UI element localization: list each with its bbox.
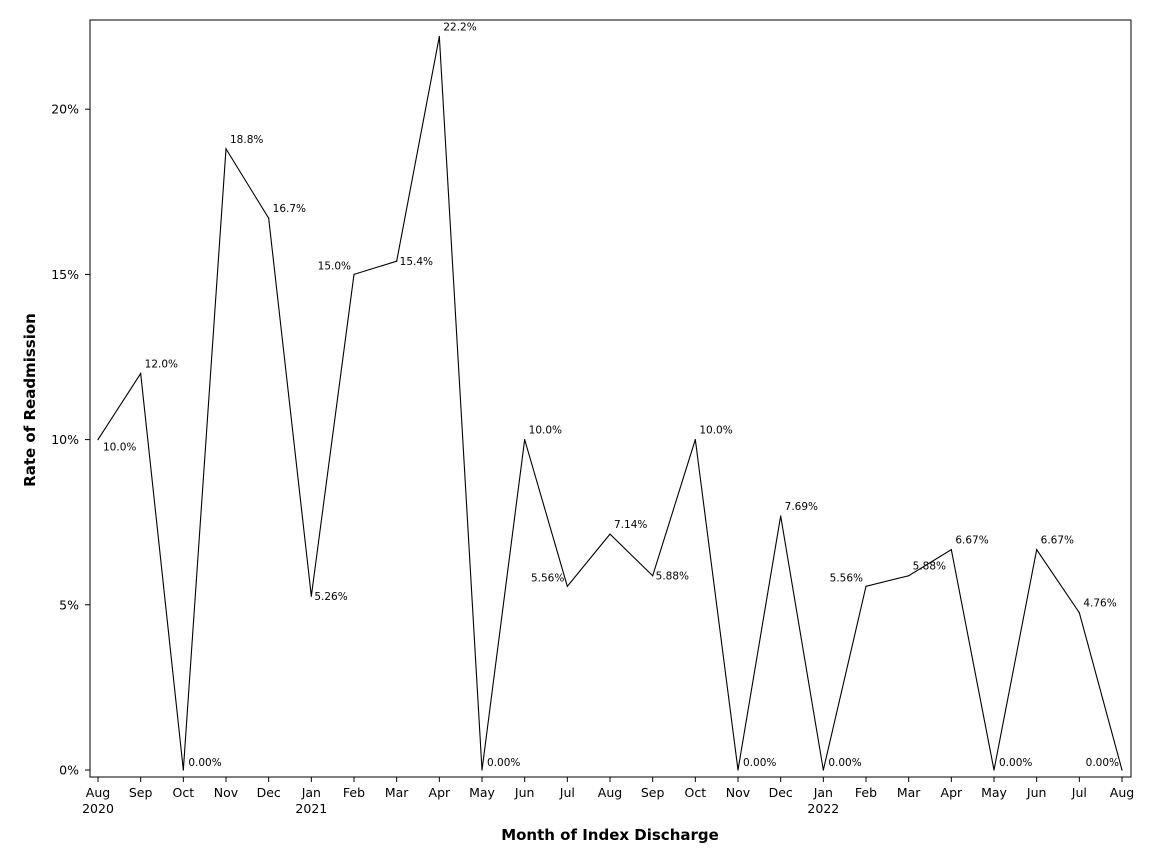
- x-tick-label: Nov: [726, 785, 751, 800]
- y-tick-label: 10%: [51, 432, 79, 447]
- y-tick-label: 0%: [59, 763, 79, 778]
- y-tick-label: 15%: [51, 267, 79, 282]
- data-point: [97, 439, 99, 441]
- data-point: [1036, 549, 1038, 551]
- data-label: 15.4%: [400, 256, 433, 268]
- x-tick-label: Mar: [385, 785, 409, 800]
- x-tick-label: Feb: [855, 785, 877, 800]
- x-tick-label: Dec: [257, 785, 281, 800]
- x-tick-label: Oct: [685, 785, 707, 800]
- series-line: [97, 36, 1123, 771]
- x-tick-label: Dec: [769, 785, 793, 800]
- data-point: [694, 439, 696, 441]
- data-label: 5.56%: [531, 572, 564, 584]
- x-tick-label: May: [981, 785, 1007, 800]
- data-point: [182, 769, 184, 771]
- data-point: [353, 273, 355, 276]
- data-label: 10.0%: [699, 425, 732, 437]
- x-tick-label: Nov: [214, 785, 239, 800]
- data-point: [993, 769, 995, 771]
- x-tick-label: Jul: [559, 785, 575, 800]
- data-point: [268, 217, 270, 219]
- x-tick-label: Jun: [1026, 785, 1047, 800]
- data-label: 10.0%: [103, 442, 136, 454]
- data-label: 16.7%: [273, 203, 306, 215]
- data-point: [310, 595, 312, 597]
- x-year-label: 2021: [295, 801, 327, 816]
- x-year-label: 2020: [82, 801, 114, 816]
- data-label: 0.00%: [743, 757, 776, 769]
- y-axis-title: Rate of Readmission: [21, 313, 39, 487]
- data-point: [225, 148, 227, 150]
- x-tick-label: Aug: [598, 785, 622, 800]
- data-label: 6.67%: [1041, 535, 1074, 547]
- data-point: [1078, 612, 1080, 614]
- y-axis: 0% 5% 10% 15% 20%: [51, 102, 90, 778]
- data-labels-group: 10.0% 12.0% 0.00% 18.8% 16.7% 5.26% 15.0% 15.4%…: [103, 22, 1119, 769]
- x-tick-label: Aug: [86, 785, 110, 800]
- data-label: 5.26%: [314, 591, 347, 603]
- x-tick-label: Apr: [429, 785, 451, 800]
- data-label: 5.88%: [656, 571, 689, 583]
- series-group: [97, 35, 1123, 771]
- y-tick-label: 5%: [59, 597, 79, 612]
- data-label: 18.8%: [230, 134, 263, 146]
- data-label: 7.69%: [785, 501, 818, 513]
- x-tick-label: Jul: [1071, 785, 1087, 800]
- data-label: 0.00%: [828, 757, 861, 769]
- data-point: [396, 260, 398, 262]
- data-point: [865, 585, 867, 587]
- x-axis-title: Month of Index Discharge: [501, 826, 719, 844]
- data-point: [737, 769, 739, 771]
- x-tick-label: Feb: [343, 785, 365, 800]
- data-label: 10.0%: [529, 425, 562, 437]
- data-label: 12.0%: [145, 359, 178, 371]
- data-label: 5.56%: [830, 572, 863, 584]
- x-tick-label: May: [469, 785, 495, 800]
- x-tick-label: Oct: [173, 785, 195, 800]
- x-tick-label: Sep: [641, 785, 665, 800]
- y-tick-label: 20%: [51, 102, 79, 117]
- data-label: 5.88%: [913, 561, 946, 573]
- x-tick-label: Sep: [129, 785, 153, 800]
- x-tick-label: Aug: [1110, 785, 1134, 800]
- x-year-label: 2022: [807, 801, 839, 816]
- data-label: 0.00%: [487, 757, 520, 769]
- data-label: 0.00%: [1086, 757, 1119, 769]
- data-label: 0.00%: [188, 757, 221, 769]
- data-label: 0.00%: [999, 757, 1032, 769]
- data-label: 15.0%: [318, 260, 351, 272]
- data-point: [438, 35, 440, 38]
- data-point: [652, 575, 654, 577]
- data-point: [822, 769, 824, 771]
- data-point: [908, 575, 910, 577]
- data-label: 6.67%: [955, 535, 988, 547]
- x-tick-label: Jan: [301, 785, 321, 800]
- x-tick-label: Mar: [897, 785, 921, 800]
- data-point: [481, 769, 483, 771]
- data-point: [609, 533, 611, 535]
- data-label: 7.14%: [614, 519, 647, 531]
- data-label: 4.76%: [1083, 598, 1116, 610]
- x-tick-label: Apr: [941, 785, 963, 800]
- data-point: [780, 515, 782, 517]
- data-point: [566, 585, 568, 587]
- data-point: [950, 549, 952, 551]
- data-point: [1121, 769, 1123, 771]
- data-label: 22.2%: [443, 22, 476, 34]
- data-point: [140, 372, 142, 375]
- x-tick-label: Jun: [514, 785, 535, 800]
- x-tick-label: Jan: [813, 785, 833, 800]
- data-point: [524, 439, 526, 441]
